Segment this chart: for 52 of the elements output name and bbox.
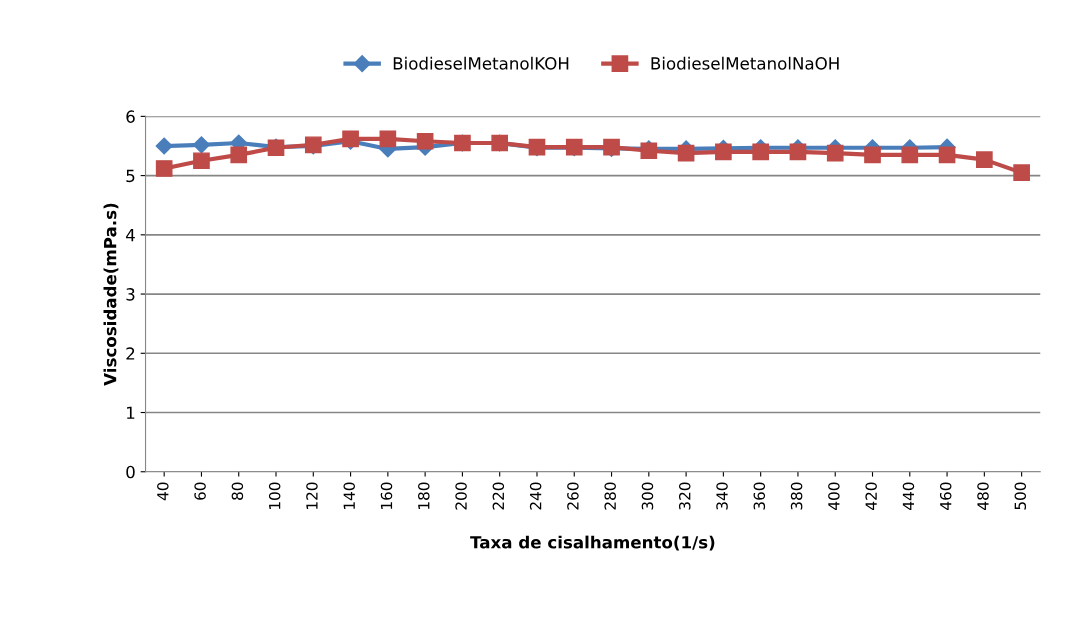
x-tick-label: 360 <box>753 482 766 510</box>
point <box>230 146 248 164</box>
point <box>864 146 881 164</box>
x-tick-label: 460 <box>939 482 952 510</box>
x-tick-label: 320 <box>678 482 691 510</box>
x-tick-label: 80 <box>231 482 244 500</box>
y-tick-label: 1 <box>127 406 135 419</box>
point <box>752 143 769 161</box>
x-tick-label: 400 <box>828 482 840 510</box>
x-tick-label: 140 <box>343 482 356 509</box>
y-tick-label: 5 <box>126 169 135 183</box>
y-tick-label: 6 <box>126 110 135 123</box>
x-tick-label: 60 <box>194 482 206 500</box>
legend-label: BiodieselMetanolNaOH <box>651 56 839 70</box>
point <box>715 143 732 161</box>
point <box>379 130 397 148</box>
x-tick-label: 300 <box>641 482 654 510</box>
x-tick-label: 220 <box>492 482 505 510</box>
point <box>789 143 807 161</box>
x-tick-label: 100 <box>268 482 281 509</box>
x-tick-label: 40 <box>157 482 169 501</box>
x-tick-label: 240 <box>529 482 542 510</box>
point <box>901 146 919 164</box>
point <box>155 137 173 155</box>
x-axis-title: Taxa de cisalhamento(1/s) <box>470 535 715 551</box>
point <box>938 146 956 164</box>
y-axis-title: Viscosidade(mPa.s) <box>103 203 119 386</box>
point <box>976 151 993 168</box>
x-tick-label: 120 <box>306 482 318 509</box>
y-tick-label: 2 <box>126 347 135 360</box>
x-tick-label: 340 <box>716 482 728 510</box>
point <box>193 152 210 170</box>
x-tick-label: 500 <box>1014 482 1027 510</box>
point <box>155 160 173 177</box>
point <box>1013 164 1030 181</box>
y-tick-label: 4 <box>126 229 135 242</box>
point <box>677 144 695 162</box>
y-tick-label: 3 <box>126 288 135 301</box>
x-tick-label: 380 <box>790 482 803 510</box>
point <box>416 132 434 150</box>
x-tick-label: 420 <box>865 482 877 510</box>
x-tick-label: 280 <box>604 482 616 510</box>
x-tick-label: 180 <box>418 482 430 509</box>
point <box>192 136 211 154</box>
y-tick-label: 0 <box>126 465 135 479</box>
x-tick-label: 160 <box>380 482 393 509</box>
x-tick-label: 260 <box>567 482 579 510</box>
legend-label: BiodieselMetanolKOH <box>393 56 569 70</box>
x-tick-label: 440 <box>902 482 915 510</box>
x-tick-label: 480 <box>977 482 989 510</box>
point <box>826 144 844 162</box>
x-tick-label: 200 <box>455 482 467 510</box>
